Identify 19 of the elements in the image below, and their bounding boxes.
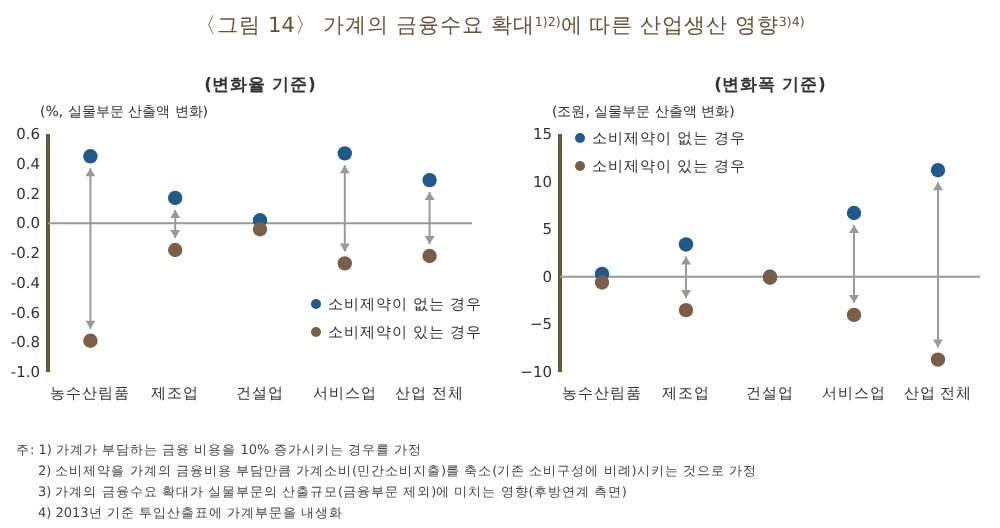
point bbox=[83, 149, 98, 164]
point bbox=[168, 242, 183, 258]
point bbox=[930, 162, 946, 178]
point bbox=[168, 190, 183, 206]
point bbox=[846, 205, 862, 221]
point bbox=[930, 352, 946, 367]
point bbox=[337, 146, 352, 161]
point bbox=[337, 256, 352, 271]
chart-subtitle: (변화폭 기준) bbox=[714, 76, 826, 96]
point bbox=[678, 302, 694, 318]
point bbox=[422, 172, 437, 188]
point bbox=[83, 333, 98, 348]
point bbox=[252, 222, 268, 237]
point bbox=[678, 237, 694, 252]
chart-subtitle: (변화율 기준) bbox=[204, 76, 316, 96]
point bbox=[594, 275, 610, 290]
point bbox=[846, 307, 862, 323]
chart-title: 〈그림 14〉 가계의 금융수요 확대$^{1)2)}$에 따른 산업생산 영향$^{3)4)}$ bbox=[195, 14, 805, 38]
point bbox=[422, 248, 437, 264]
